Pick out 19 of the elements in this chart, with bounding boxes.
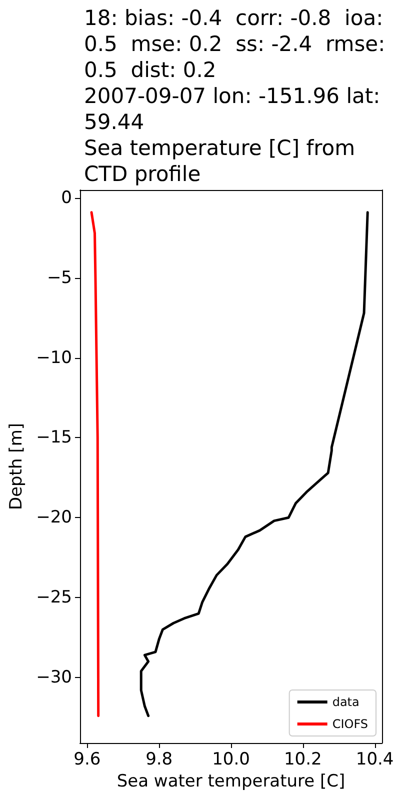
x-tick-label: 10.0 [212, 750, 250, 770]
x-tick-label: 9.6 [74, 750, 101, 770]
y-tick-label: −30 [36, 667, 72, 688]
y-tick-label: 0 [61, 188, 72, 208]
x-axis-title: Sea water temperature [C] [116, 772, 346, 792]
y-tick-label: −25 [36, 588, 72, 608]
y-tick-label: −5 [46, 268, 72, 288]
line-series [140, 211, 369, 718]
y-tick-label: −20 [36, 508, 72, 528]
y-tick-label: −15 [36, 428, 72, 448]
x-tick-label: 9.8 [146, 750, 173, 770]
x-tick-label: 10.4 [356, 750, 394, 770]
legend-label: data [332, 695, 360, 709]
line-series [90, 211, 100, 718]
chart-title: 18: bias: -0.4 corr: -0.8 ioa: 0.5 mse: 0.2 ss: -2.4 rmse: 0.5 dist: 0.2 2007-09-07 lon: -151.96 lat: 59.44 Sea temperature [C] from CTD profile [84, 6, 392, 186]
y-axis-title: Depth [m] [6, 422, 27, 510]
legend-label: CIOFS [332, 717, 368, 731]
y-tick-label: −10 [36, 348, 72, 368]
x-tick-label: 10.2 [284, 750, 322, 770]
